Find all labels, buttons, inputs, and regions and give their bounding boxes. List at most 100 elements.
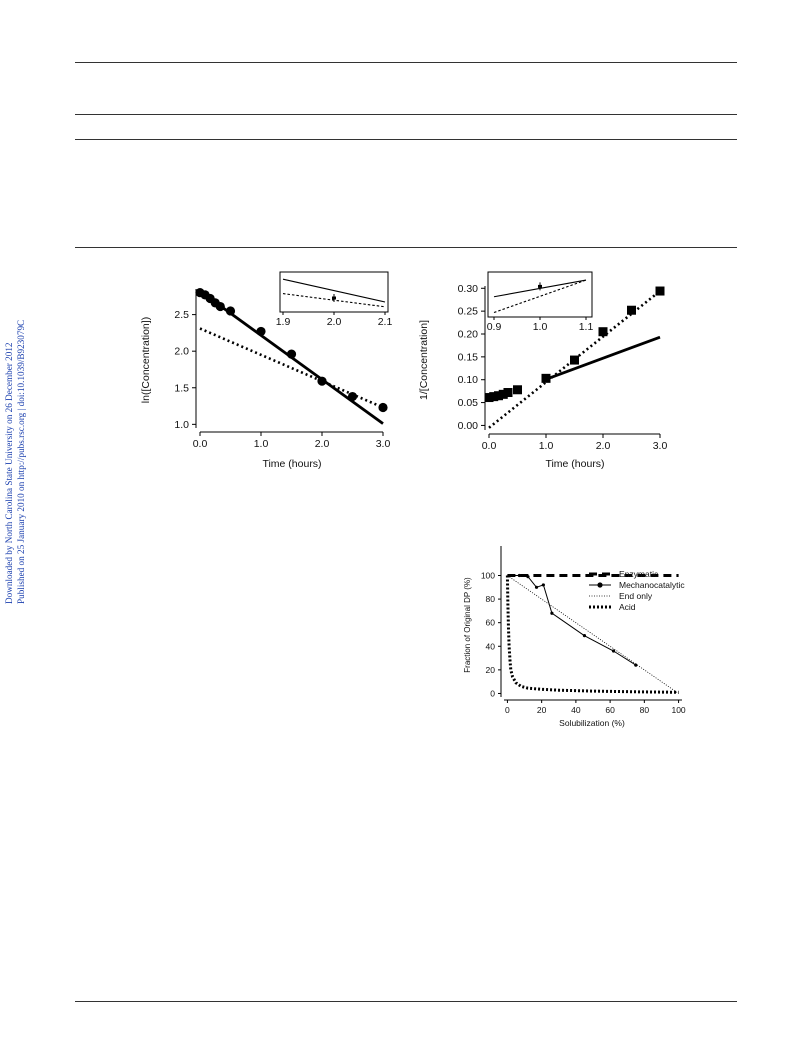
dp-legend-label-enzymatic: Enzymatic: [619, 569, 659, 579]
ln-inset-x-tick-label: 1.9: [276, 316, 291, 328]
header-rule-3: [75, 139, 737, 140]
dp-series-mechanocatalytic-point: [550, 611, 554, 615]
rec-x-tick-label: 3.0: [653, 440, 668, 452]
rec-y-tick-label: 0.30: [458, 283, 479, 295]
rec-y-tick-label: 0.05: [458, 397, 479, 409]
ln-data-point: [256, 326, 266, 337]
ln-y-tick-label: 1.5: [174, 382, 189, 394]
ln-data-point: [378, 402, 388, 413]
dp-legend-label-mechanocatalytic: Mechanocatalytic: [619, 580, 685, 590]
ln-inset-x-tick-label: 2.0: [327, 316, 342, 328]
ln-inset-frame: [279, 271, 389, 313]
ln-plot-area: 0.0 1.0 2.0 3.0 1.0 1.5 2.0 2.5: [174, 288, 390, 450]
dp-xlabel: Solubilization (%): [559, 718, 625, 728]
dp-series-mechanocatalytic-point: [582, 634, 587, 638]
dp-y-tick-label: 60: [486, 618, 496, 628]
rec-data-point: [598, 327, 608, 337]
rec-data-point: [570, 355, 579, 365]
header-rule-top: [75, 62, 737, 63]
rec-data-point: [627, 305, 636, 315]
ln-x-tick-label: 0.0: [193, 438, 208, 450]
rec-data-point: [498, 389, 508, 399]
dp-series-mechanocatalytic-point: [541, 583, 545, 587]
dp-x-tick-label: 0: [505, 705, 510, 715]
dp-series-end-only-line: [507, 575, 679, 694]
dp-ylabel: Fraction of Original DP (%): [463, 577, 472, 673]
rec-data-point: [494, 391, 504, 401]
dp-series-mechanocatalytic-point: [611, 649, 616, 653]
dp-y-tick-label: 100: [481, 570, 495, 580]
dp-y-tick-label: 80: [486, 594, 496, 604]
sidebar-doi-link[interactable]: Published on 25 January 2010 on http://p…: [16, 319, 26, 604]
reciprocal-concentration-chart: 0.0 1.0 2.0 3.0 0.00 0.05 0.10 0.15 0.20 0.25 0.30…: [418, 271, 668, 470]
rec-inset-point: [538, 284, 542, 288]
rec-solid-fit-line: [545, 335, 661, 381]
ln-data-point: [347, 391, 358, 402]
rec-data-point: [503, 388, 513, 398]
rec-y-tick-label: 0.25: [458, 306, 479, 318]
dp-x-tick-label: 40: [571, 705, 581, 715]
rec-x-tick-label: 2.0: [596, 440, 611, 452]
ln-x-tick-label: 1.0: [254, 438, 269, 450]
rec-data-point: [484, 393, 494, 403]
dp-series-mechanocatalytic-point: [526, 575, 530, 579]
ln-data-point: [286, 349, 297, 359]
dp-series-mechanocatalytic-point: [634, 663, 638, 667]
ln-y-tick-label: 1.0: [174, 419, 189, 431]
dp-series-acid-line: [505, 575, 679, 694]
rec-x-tick-label: 0.0: [482, 440, 497, 452]
ln-x-tick-label: 3.0: [376, 438, 391, 450]
rec-ylabel: 1/[Concentration]: [418, 320, 430, 400]
dp-solubilization-chart: 0 20 40 60 80 100 0 20 40 60 80 100 EnzymaticMechan…: [463, 546, 686, 728]
sidebar-download-line: Downloaded by North Carolina State Unive…: [4, 342, 14, 604]
ln-concentration-chart: 0.0 1.0 2.0 3.0 1.0 1.5 2.0 2.5 1.9 2.0 2.1 Time …: [140, 271, 393, 470]
rec-y-tick-label: 0.10: [458, 374, 479, 386]
rec-data-point: [489, 392, 499, 402]
rec-xlabel: Time (hours): [545, 458, 604, 470]
ln-ylabel: ln([Concentration]): [140, 317, 152, 403]
download-sidebar: Downloaded by North Carolina State Unive…: [3, 264, 33, 604]
dp-series-mechanocatalytic-point: [534, 585, 539, 589]
ln-y-tick-label: 2.5: [174, 309, 189, 321]
rec-inset-dotted-line: [493, 279, 587, 314]
footer-rule: [75, 1001, 737, 1002]
dp-x-tick-label: 100: [671, 705, 685, 715]
ln-inset-x-tick-label: 2.1: [378, 316, 393, 328]
rec-inset: 0.9 1.0 1.1: [487, 271, 594, 333]
ln-xlabel: Time (hours): [262, 458, 321, 470]
rec-y-tick-label: 0.20: [458, 329, 479, 341]
rec-data-point: [541, 373, 551, 383]
dp-y-tick-label: 40: [486, 641, 496, 651]
dp-legend-marker-mechanocatalytic: [597, 582, 603, 588]
ln-inset-solid-line: [282, 278, 386, 303]
dp-x-tick-label: 60: [605, 705, 615, 715]
dp-x-tick-label: 80: [640, 705, 650, 715]
rec-data-point: [513, 385, 522, 395]
ln-data-point: [215, 301, 225, 312]
rec-data-point: [655, 286, 665, 296]
rec-dotted-fit-line: [488, 290, 661, 429]
dp-plot-area: 0 20 40 60 80 100 0 20 40 60 80 100: [481, 546, 686, 715]
dp-y-tick-label: 0: [490, 688, 495, 698]
ln-inset-point: [332, 296, 336, 300]
dp-x-tick-label: 20: [537, 705, 547, 715]
ln-inset: 1.9 2.0 2.1: [276, 271, 393, 328]
ln-data-point: [225, 306, 236, 316]
rec-plot-area: 0.0 1.0 2.0 3.0 0.00 0.05 0.10 0.15 0.20 0.25 0.30: [458, 283, 668, 452]
dp-y-tick-label: 20: [486, 665, 496, 675]
rec-y-tick-label: 0.15: [458, 351, 479, 363]
rec-x-tick-label: 1.0: [539, 440, 554, 452]
ln-x-tick-label: 2.0: [315, 438, 330, 450]
dp-legend-label-end-only: End only: [619, 591, 653, 601]
dp-legend-label-acid: Acid: [619, 602, 636, 612]
ln-y-tick-label: 2.0: [174, 346, 189, 358]
rec-inset-x-tick-label: 1.1: [579, 321, 594, 333]
ln-data-point: [317, 376, 327, 386]
header-rule-4: [75, 247, 737, 248]
header-rule-2: [75, 114, 737, 115]
rec-inset-x-tick-label: 0.9: [487, 321, 502, 333]
dp-series-mechanocatalytic-point: [517, 573, 522, 578]
rec-y-tick-label: 0.00: [458, 420, 479, 432]
rec-inset-x-tick-label: 1.0: [533, 321, 548, 333]
